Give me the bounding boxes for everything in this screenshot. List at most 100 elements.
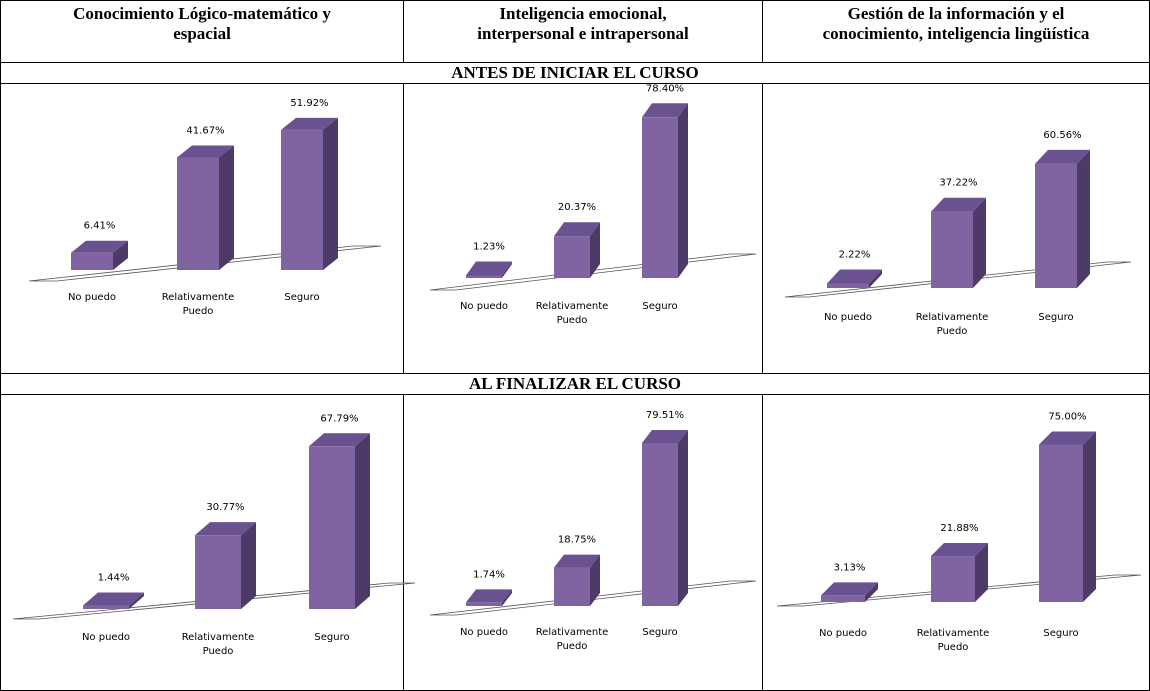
category-label-no-puedo: No puedo <box>824 312 872 323</box>
header-col2: Inteligencia emocional, interpersonal e … <box>404 4 762 44</box>
bar-side <box>590 554 600 606</box>
category-label-no-puedo: No puedo <box>819 628 867 639</box>
bar-side <box>975 543 988 602</box>
bar-front <box>827 283 869 288</box>
bar-front <box>281 129 323 270</box>
data-label-no-puedo: 2.22% <box>839 249 871 260</box>
bar-seguro <box>309 433 370 609</box>
bar-front <box>71 252 113 270</box>
bar-front <box>309 446 355 609</box>
data-label-no-puedo: 3.13% <box>834 562 866 573</box>
bar-seguro <box>642 430 688 606</box>
data-label-relativamente-puedo: 37.22% <box>939 178 977 189</box>
bar-no-puedo <box>466 589 512 606</box>
bar-no-puedo <box>71 240 128 270</box>
header-col2-line2: interpersonal e intrapersonal <box>477 24 689 43</box>
bar-top <box>827 269 882 284</box>
data-label-relativamente-puedo: 41.67% <box>186 125 224 136</box>
category-label-seguro: Seguro <box>1038 312 1073 323</box>
bar-top <box>1039 431 1096 445</box>
bar-seguro <box>1039 431 1096 602</box>
header-col3-line2: conocimiento, inteligencia lingüística <box>822 24 1090 43</box>
data-label-seguro: 60.56% <box>1043 130 1081 141</box>
bar-front <box>642 117 678 278</box>
bar-side <box>113 240 128 270</box>
bar-no-puedo <box>83 592 144 609</box>
data-label-seguro: 78.40% <box>646 83 684 94</box>
bar-front <box>642 443 678 606</box>
bar-front <box>195 535 241 609</box>
bar-top <box>71 240 128 253</box>
chart-emocional-antes: 1.23% No puedo 20.37% Relativamente Puedo 78.… <box>429 83 757 326</box>
chart-gestion-despues: 3.13% No puedo 21.88% Relativamente Puedo 75.… <box>776 412 1142 653</box>
category-label-relativamente-puedo: Relativamente Puedo <box>536 627 609 652</box>
bar-top <box>466 589 512 603</box>
bar-top <box>554 222 600 237</box>
data-label-no-puedo: 1.74% <box>473 569 505 580</box>
data-label-seguro: 79.51% <box>646 410 684 421</box>
data-label-relativamente-puedo: 18.75% <box>558 535 596 546</box>
bar-side <box>241 522 256 609</box>
bar-front <box>931 556 975 602</box>
bar-side <box>865 582 878 602</box>
bar-top <box>931 543 988 557</box>
bar-seguro <box>1035 149 1090 288</box>
bar-side <box>323 117 338 270</box>
bar-side <box>869 269 882 288</box>
data-label-relativamente-puedo: 21.88% <box>940 523 978 534</box>
category-label-seguro: Seguro <box>1043 628 1078 639</box>
bar-top <box>83 592 144 606</box>
bar-relativamente-puedo <box>554 222 600 278</box>
bar-side <box>219 145 234 270</box>
data-label-seguro: 67.79% <box>320 413 358 424</box>
bar-side <box>355 433 370 609</box>
bar-relativamente-puedo <box>195 522 256 609</box>
data-label-no-puedo: 1.23% <box>473 241 505 252</box>
category-label-seguro: Seguro <box>314 632 349 643</box>
category-label-relativamente-puedo: Relativamente Puedo <box>162 292 235 317</box>
data-label-seguro: 75.00% <box>1048 412 1086 423</box>
category-label-seguro: Seguro <box>284 292 319 303</box>
section-after-title: AL FINALIZAR EL CURSO <box>468 374 682 393</box>
bar-side <box>502 261 512 278</box>
bar-side <box>129 592 144 609</box>
bar-front <box>554 236 590 278</box>
bar-top <box>466 261 512 276</box>
bar-top <box>281 117 338 130</box>
bar-front <box>83 605 129 609</box>
header-col1-line2: espacial <box>173 24 231 43</box>
bar-no-puedo <box>827 269 882 288</box>
data-label-no-puedo: 6.41% <box>84 221 116 232</box>
bar-no-puedo <box>466 261 512 278</box>
bar-seguro <box>642 103 688 278</box>
header-col1: Conocimiento Lógico-matemático y espacia… <box>1 4 403 44</box>
bar-relativamente-puedo <box>177 145 234 270</box>
category-label-relativamente-puedo: Relativamente Puedo <box>916 312 989 337</box>
category-label-no-puedo: No puedo <box>460 627 508 638</box>
bar-front <box>931 211 973 288</box>
bar-side <box>678 430 688 606</box>
bar-front <box>177 157 219 270</box>
bar-seguro <box>281 117 338 270</box>
bar-top <box>642 430 688 444</box>
category-label-relativamente-puedo: Relativamente Puedo <box>917 628 990 653</box>
bar-side <box>590 222 600 278</box>
category-label-seguro: Seguro <box>642 627 677 638</box>
bar-top <box>642 103 688 118</box>
bar-front <box>466 602 502 606</box>
bar-top <box>931 197 986 212</box>
chart-logico-antes: 6.41% No puedo 41.67% Relativamente Puedo 51.… <box>28 98 382 317</box>
bar-relativamente-puedo <box>931 543 988 602</box>
bar-side <box>502 589 512 606</box>
category-label-relativamente-puedo: Relativamente Puedo <box>536 301 609 326</box>
bar-top <box>554 554 600 568</box>
category-label-no-puedo: No puedo <box>68 292 116 303</box>
category-label-no-puedo: No puedo <box>82 632 130 643</box>
header-col3: Gestión de la información y el conocimie… <box>763 4 1149 44</box>
chart-logico-despues: 1.44% No puedo 30.77% Relativamente Puedo 67.… <box>12 413 416 657</box>
data-label-no-puedo: 1.44% <box>98 573 130 584</box>
header-col1-line1: Conocimiento Lógico-matemático y <box>73 4 331 23</box>
bar-side <box>1083 431 1096 602</box>
bar-front <box>554 567 590 606</box>
chart-gestion-antes: 2.22% No puedo 37.22% Relativamente Puedo 60.… <box>784 130 1132 337</box>
